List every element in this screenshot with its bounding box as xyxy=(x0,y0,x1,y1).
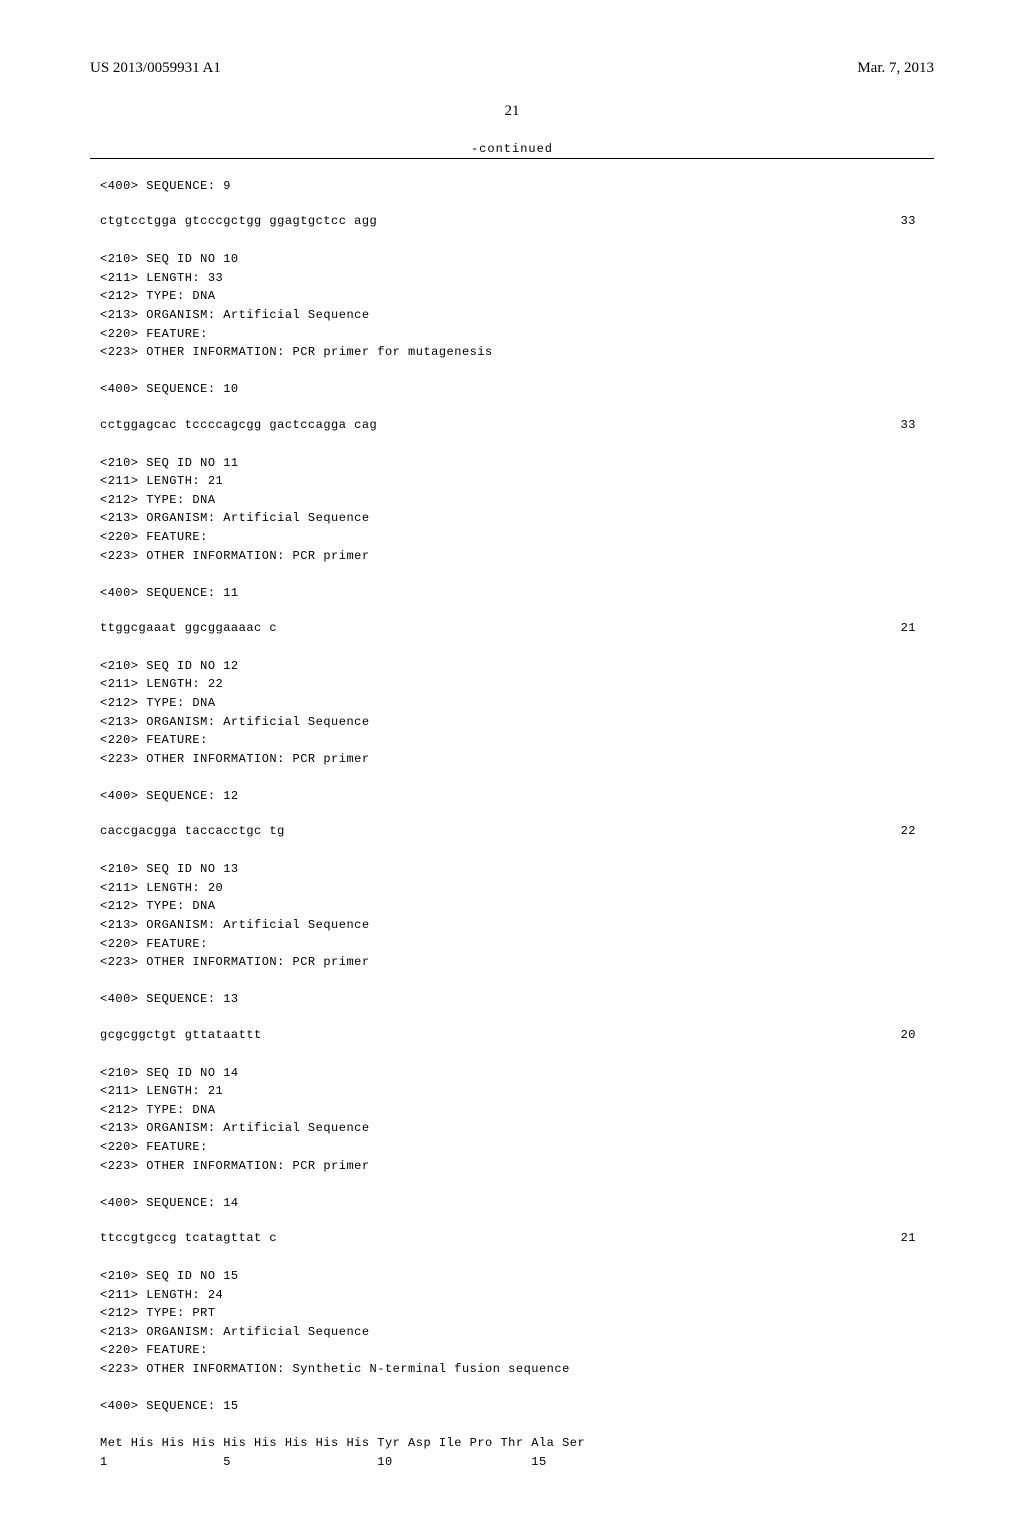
blank-line xyxy=(100,972,924,991)
sequence-text: gcgcggctgt gttataattt xyxy=(100,1028,262,1042)
page: US 2013/0059931 A1 Mar. 7, 2013 21 -cont… xyxy=(0,0,1024,1515)
seq-meta: <210> SEQ ID NO 15 xyxy=(100,1267,924,1286)
publication-number: US 2013/0059931 A1 xyxy=(90,60,221,77)
seq-meta: <212> TYPE: DNA xyxy=(100,287,924,306)
sequence-length: 33 xyxy=(901,214,924,228)
seq-meta: <220> FEATURE: xyxy=(100,1341,924,1360)
seq-meta: <213> ORGANISM: Artificial Sequence xyxy=(100,916,924,935)
seq-meta: <220> FEATURE: xyxy=(100,1138,924,1157)
seq-meta: <211> LENGTH: 24 xyxy=(100,1286,924,1305)
page-number: 21 xyxy=(90,103,934,120)
seq-meta: <220> FEATURE: xyxy=(100,325,924,344)
blank-line xyxy=(100,768,924,787)
seq-meta: <212> TYPE: DNA xyxy=(100,491,924,510)
seq-meta: <223> OTHER INFORMATION: PCR primer xyxy=(100,1157,924,1176)
blank-line xyxy=(100,196,924,215)
seq-meta: <213> ORGANISM: Artificial Sequence xyxy=(100,509,924,528)
seq-meta: <223> OTHER INFORMATION: PCR primer xyxy=(100,547,924,566)
blank-line xyxy=(100,362,924,381)
blank-line xyxy=(100,806,924,825)
sequence-length: 20 xyxy=(901,1028,924,1042)
blank-line xyxy=(100,399,924,418)
blank-line xyxy=(100,1009,924,1028)
blank-line xyxy=(100,565,924,584)
seq-meta: <220> FEATURE: xyxy=(100,935,924,954)
sequence-length: 33 xyxy=(901,418,924,432)
seq-meta: <212> TYPE: DNA xyxy=(100,1101,924,1120)
page-header: US 2013/0059931 A1 Mar. 7, 2013 xyxy=(90,60,934,77)
sequence-text: ttccgtgccg tcatagttat c xyxy=(100,1231,277,1245)
sequence-listing: <400> SEQUENCE: 9 ctgtcctgga gtcccgctgg … xyxy=(90,177,934,1471)
protein-sequence: Met His His His His His His His His Tyr … xyxy=(100,1434,924,1453)
seq-meta: <211> LENGTH: 21 xyxy=(100,472,924,491)
seq-meta: <212> TYPE: DNA xyxy=(100,694,924,713)
seq-meta: <211> LENGTH: 22 xyxy=(100,675,924,694)
seq-meta: <220> FEATURE: xyxy=(100,731,924,750)
sequence-length: 21 xyxy=(901,621,924,635)
sequence-length: 21 xyxy=(901,1231,924,1245)
blank-line xyxy=(100,1212,924,1231)
sequence-line: ttggcgaaat ggcggaaaac c 21 xyxy=(100,621,924,635)
sequence-block: <210> SEQ ID NO 10 <211> LENGTH: 33 <212… xyxy=(100,250,924,431)
seq-meta: <213> ORGANISM: Artificial Sequence xyxy=(100,1119,924,1138)
seq-meta: <211> LENGTH: 21 xyxy=(100,1082,924,1101)
horizontal-rule xyxy=(90,158,934,159)
seq-400: <400> SEQUENCE: 11 xyxy=(100,584,924,603)
seq-meta: <220> FEATURE: xyxy=(100,528,924,547)
blank-line xyxy=(100,1378,924,1397)
sequence-line: gcgcggctgt gttataattt 20 xyxy=(100,1028,924,1042)
seq-meta: <223> OTHER INFORMATION: PCR primer for … xyxy=(100,343,924,362)
seq-meta: <211> LENGTH: 33 xyxy=(100,269,924,288)
seq-meta: <212> TYPE: DNA xyxy=(100,897,924,916)
sequence-text: ttggcgaaat ggcggaaaac c xyxy=(100,621,277,635)
seq-meta: <213> ORGANISM: Artificial Sequence xyxy=(100,713,924,732)
protein-position-numbers: 1 5 10 15 xyxy=(100,1453,924,1472)
seq-meta: <210> SEQ ID NO 10 xyxy=(100,250,924,269)
seq-meta: <210> SEQ ID NO 13 xyxy=(100,860,924,879)
publication-date: Mar. 7, 2013 xyxy=(857,60,934,77)
seq-meta: <213> ORGANISM: Artificial Sequence xyxy=(100,1323,924,1342)
sequence-line: ctgtcctgga gtcccgctgg ggagtgctcc agg 33 xyxy=(100,214,924,228)
blank-line xyxy=(100,1175,924,1194)
seq-400: <400> SEQUENCE: 14 xyxy=(100,1194,924,1213)
sequence-block: <210> SEQ ID NO 15 <211> LENGTH: 24 <212… xyxy=(100,1267,924,1472)
sequence-text: caccgacgga taccacctgc tg xyxy=(100,824,285,838)
continued-label: -continued xyxy=(90,142,934,156)
seq-400: <400> SEQUENCE: 15 xyxy=(100,1397,924,1416)
sequence-block: <210> SEQ ID NO 13 <211> LENGTH: 20 <212… xyxy=(100,860,924,1041)
seq-400: <400> SEQUENCE: 13 xyxy=(100,990,924,1009)
seq-meta: <210> SEQ ID NO 11 xyxy=(100,454,924,473)
seq-header: <400> SEQUENCE: 9 xyxy=(100,177,924,196)
sequence-block: <400> SEQUENCE: 9 ctgtcctgga gtcccgctgg … xyxy=(100,177,924,228)
sequence-text: ctgtcctgga gtcccgctgg ggagtgctcc agg xyxy=(100,214,377,228)
seq-meta: <223> OTHER INFORMATION: Synthetic N-ter… xyxy=(100,1360,924,1379)
seq-meta: <223> OTHER INFORMATION: PCR primer xyxy=(100,750,924,769)
seq-meta: <211> LENGTH: 20 xyxy=(100,879,924,898)
seq-400: <400> SEQUENCE: 10 xyxy=(100,380,924,399)
blank-line xyxy=(100,602,924,621)
sequence-length: 22 xyxy=(901,824,924,838)
sequence-text: cctggagcac tccccagcgg gactccagga cag xyxy=(100,418,377,432)
seq-meta: <213> ORGANISM: Artificial Sequence xyxy=(100,306,924,325)
sequence-block: <210> SEQ ID NO 11 <211> LENGTH: 21 <212… xyxy=(100,454,924,635)
sequence-block: <210> SEQ ID NO 14 <211> LENGTH: 21 <212… xyxy=(100,1064,924,1245)
sequence-line: caccgacgga taccacctgc tg 22 xyxy=(100,824,924,838)
seq-meta: <210> SEQ ID NO 14 xyxy=(100,1064,924,1083)
sequence-block: <210> SEQ ID NO 12 <211> LENGTH: 22 <212… xyxy=(100,657,924,838)
seq-400: <400> SEQUENCE: 12 xyxy=(100,787,924,806)
seq-meta: <210> SEQ ID NO 12 xyxy=(100,657,924,676)
seq-meta: <223> OTHER INFORMATION: PCR primer xyxy=(100,953,924,972)
sequence-line: cctggagcac tccccagcgg gactccagga cag 33 xyxy=(100,418,924,432)
sequence-line: ttccgtgccg tcatagttat c 21 xyxy=(100,1231,924,1245)
blank-line xyxy=(100,1416,924,1435)
